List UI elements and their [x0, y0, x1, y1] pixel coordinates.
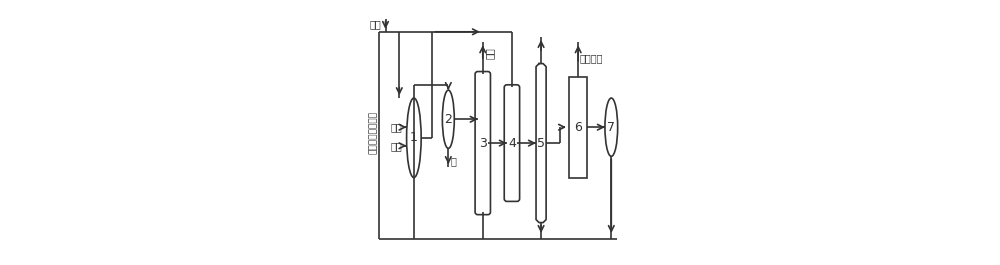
- Ellipse shape: [442, 90, 454, 148]
- Text: 甲醇: 甲醇: [370, 19, 381, 29]
- Text: 3: 3: [479, 136, 487, 150]
- Text: 6: 6: [574, 121, 582, 134]
- Text: 4: 4: [508, 136, 516, 150]
- Ellipse shape: [605, 98, 618, 156]
- Text: 二甲苯及适合液回: 二甲苯及适合液回: [369, 111, 378, 154]
- Text: 2: 2: [444, 113, 452, 126]
- FancyBboxPatch shape: [475, 72, 490, 215]
- Text: 7: 7: [607, 121, 615, 134]
- Text: 干气: 干气: [485, 47, 495, 59]
- Text: 水: 水: [451, 157, 457, 167]
- Text: 甲醇: 甲醇: [390, 122, 402, 132]
- FancyBboxPatch shape: [504, 85, 520, 201]
- Text: 5: 5: [537, 136, 545, 150]
- Bar: [569, 77, 587, 178]
- Text: 均四甲苯: 均四甲苯: [580, 53, 603, 63]
- Text: 甲醇: 甲醇: [390, 141, 402, 151]
- Ellipse shape: [407, 98, 421, 178]
- Text: 1: 1: [410, 131, 418, 144]
